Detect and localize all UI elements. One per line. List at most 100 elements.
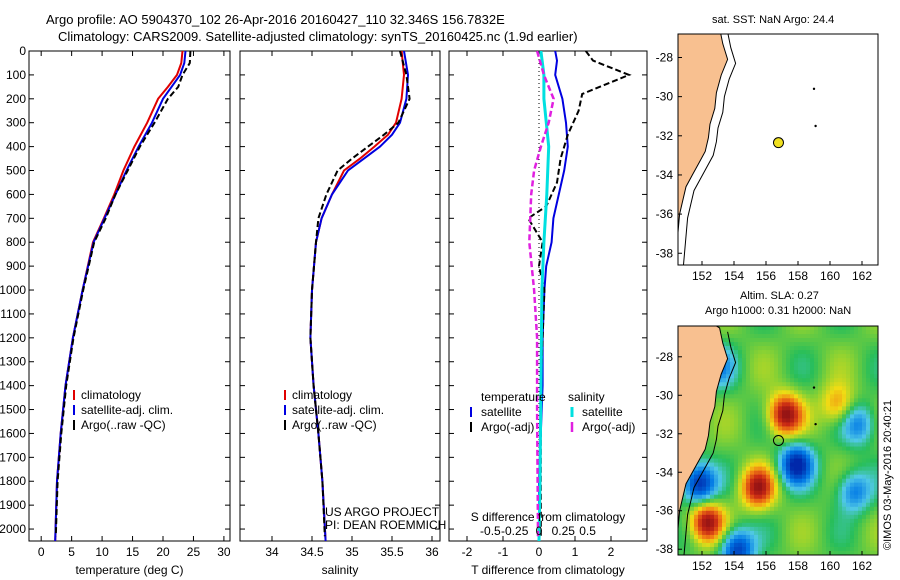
sla-cell [850,402,855,407]
sla-cell [698,538,703,544]
sla-cell [762,522,767,528]
sla-cell [830,526,835,532]
sla-cell [874,466,878,472]
sla-cell [846,398,851,403]
sla-cell [726,522,731,528]
sla-cell [710,530,715,536]
sla-cell [734,490,739,496]
sla-cell [706,502,711,508]
sla-cell [778,370,783,375]
sla-cell [698,506,703,512]
sla-cell [774,438,779,444]
sla-cell [730,502,735,508]
sla-cell [866,402,871,407]
sla-cell [762,410,767,415]
sla-cell [790,358,795,363]
sla-cell [834,542,839,548]
sla-cell [810,386,815,391]
sla-cell [798,338,803,343]
sla-cell [774,402,779,407]
sla-cell [850,354,855,359]
sla-cell [858,402,863,407]
sla-cell [762,402,767,407]
sla-cell [786,530,791,536]
sla-cell [714,474,719,480]
y-tick-label: 400 [6,140,26,154]
sla-cell [702,534,707,540]
sla-cell [806,334,811,339]
sla-cell [714,478,719,484]
sla-cell [830,438,835,444]
sla-cell [758,418,763,424]
sla-cell [770,526,775,532]
sla-cell [782,442,787,448]
sla-cell [786,414,791,420]
sla-cell [762,486,767,492]
sla-cell [874,434,878,440]
sla-cell [814,406,819,411]
sla-cell [746,490,751,496]
sla-cell [806,518,811,524]
sla-cell [782,470,787,476]
sla-cell [846,518,851,524]
x-tick-label: -1 [498,545,509,559]
sla-cell [794,382,799,387]
sla-cell [834,394,839,399]
sla-cell [802,502,807,508]
sla-cell [762,470,767,476]
sla-cell [786,550,791,555]
sla-cell [858,502,863,508]
sla-cell [858,378,863,383]
sla-cell [738,462,743,468]
sla-cell [822,490,827,496]
sla-cell [866,474,871,480]
sla-cell [754,458,759,464]
sla-cell [874,490,878,496]
sla-cell [734,346,739,351]
sla-cell [854,534,859,540]
sla-cell [866,510,871,516]
sla-cell [766,546,771,552]
sla-cell [706,510,711,516]
sla-cell [850,382,855,387]
sla-cell [722,470,727,476]
sla-cell [790,530,795,536]
sla-cell [726,446,731,452]
sla-cell [734,458,739,464]
sla-cell [830,522,835,528]
sla-cell [806,414,811,420]
sla-cell [746,398,751,403]
sla-cell [834,374,839,379]
sla-cell [690,510,695,516]
y-tick-label: 1600 [0,426,26,440]
sla-cell [794,326,799,331]
sla-cell [786,462,791,468]
sla-cell [714,462,719,468]
sla-cell [854,394,859,399]
x-tick-label: 160 [820,269,840,283]
sla-cell [838,402,843,407]
sla-cell [842,494,847,500]
sla-cell [750,522,755,528]
sla-cell [722,450,727,456]
sla-cell [750,450,755,456]
sla-cell [774,410,779,415]
sla-cell [798,370,803,375]
sla-cell [778,466,783,472]
sla-cell [862,358,867,363]
sla-cell [726,430,731,436]
sla-cell [786,338,791,343]
sla-cell [782,474,787,480]
sla-cell [874,362,878,367]
sla-cell [814,518,819,524]
sla-cell [822,334,827,339]
sla-cell [754,538,759,544]
sla-cell [782,326,787,331]
sla-cell [842,342,847,347]
sla-cell [870,514,875,520]
sla-cell [782,418,787,424]
sla-cell [870,538,875,544]
sla-cell [818,358,823,363]
sla-cell [854,330,859,335]
sla-cell [858,334,863,339]
